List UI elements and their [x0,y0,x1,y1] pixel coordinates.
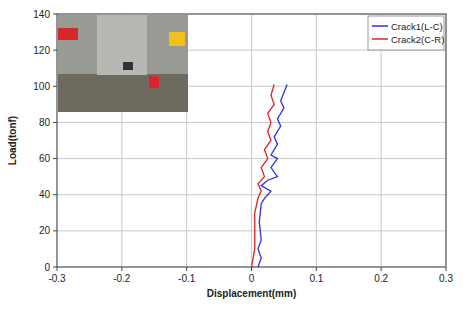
tick-label-y: 60 [39,153,51,164]
tick-y [53,122,57,123]
tick-y [53,194,57,195]
tick-label-x: -0.1 [178,273,196,284]
x-label: Displacement(mm) [207,288,296,299]
grid-y [57,158,446,159]
grid-x [381,14,382,267]
photo-wall [97,15,147,75]
photo-ground [58,74,188,112]
tick-x [121,267,122,271]
series-line [252,84,275,267]
grid-y [57,194,446,195]
photo-bg [58,15,188,112]
tick-y [53,267,57,268]
tick-label-y: 140 [33,9,50,20]
tick-y [53,158,57,159]
photo-gauge [123,62,133,70]
legend-swatch [372,25,388,27]
tick-x [381,267,382,271]
legend-box [368,16,444,50]
tick-label-y: 80 [39,117,51,128]
tick-label-x: 0.2 [374,273,388,284]
grid-y [57,230,446,231]
tick-label-y: 100 [33,81,50,92]
tick-label-x: 0.3 [439,273,453,284]
tick-y [53,50,57,51]
legend-label: Crack2(C-R) [391,34,444,45]
frame [57,14,446,267]
series-line [258,84,287,267]
tick-y [53,14,57,15]
tick-y [53,86,57,87]
tick-label-x: -0.3 [48,273,66,284]
tick-label-y: 20 [39,225,51,236]
tick-label-y: 120 [33,45,50,56]
legend-swatch [372,38,388,40]
tick-x [186,267,187,271]
chart: -0.3 -0.2 -0.1 0 0.1 0.2 0.3 0 20 40 60 80 100 120 140… [0,0,473,312]
y-label: Load(tonf) [7,116,18,165]
tick-x [446,267,447,271]
grid-x [251,14,252,267]
tick-x [57,267,58,271]
inset-photo [58,15,188,112]
grid-x [316,14,317,267]
tick-label-y: 0 [44,262,50,273]
tick-label-x: 0.1 [309,273,323,284]
legend: Crack1(L-C) Crack2(C-R) [368,16,444,50]
tick-label-x: -0.2 [113,273,131,284]
tick-x [316,267,317,271]
series-group [252,84,288,267]
photo-tag [149,76,159,88]
tick-label-x: 0 [249,273,255,284]
legend-label: Crack1(L-C) [391,21,443,32]
photo-tag [169,32,185,46]
photo-tag [58,28,78,40]
tick-x [251,267,252,271]
tick-label-y: 40 [39,189,51,200]
tick-y [53,230,57,231]
grid-y [57,122,446,123]
